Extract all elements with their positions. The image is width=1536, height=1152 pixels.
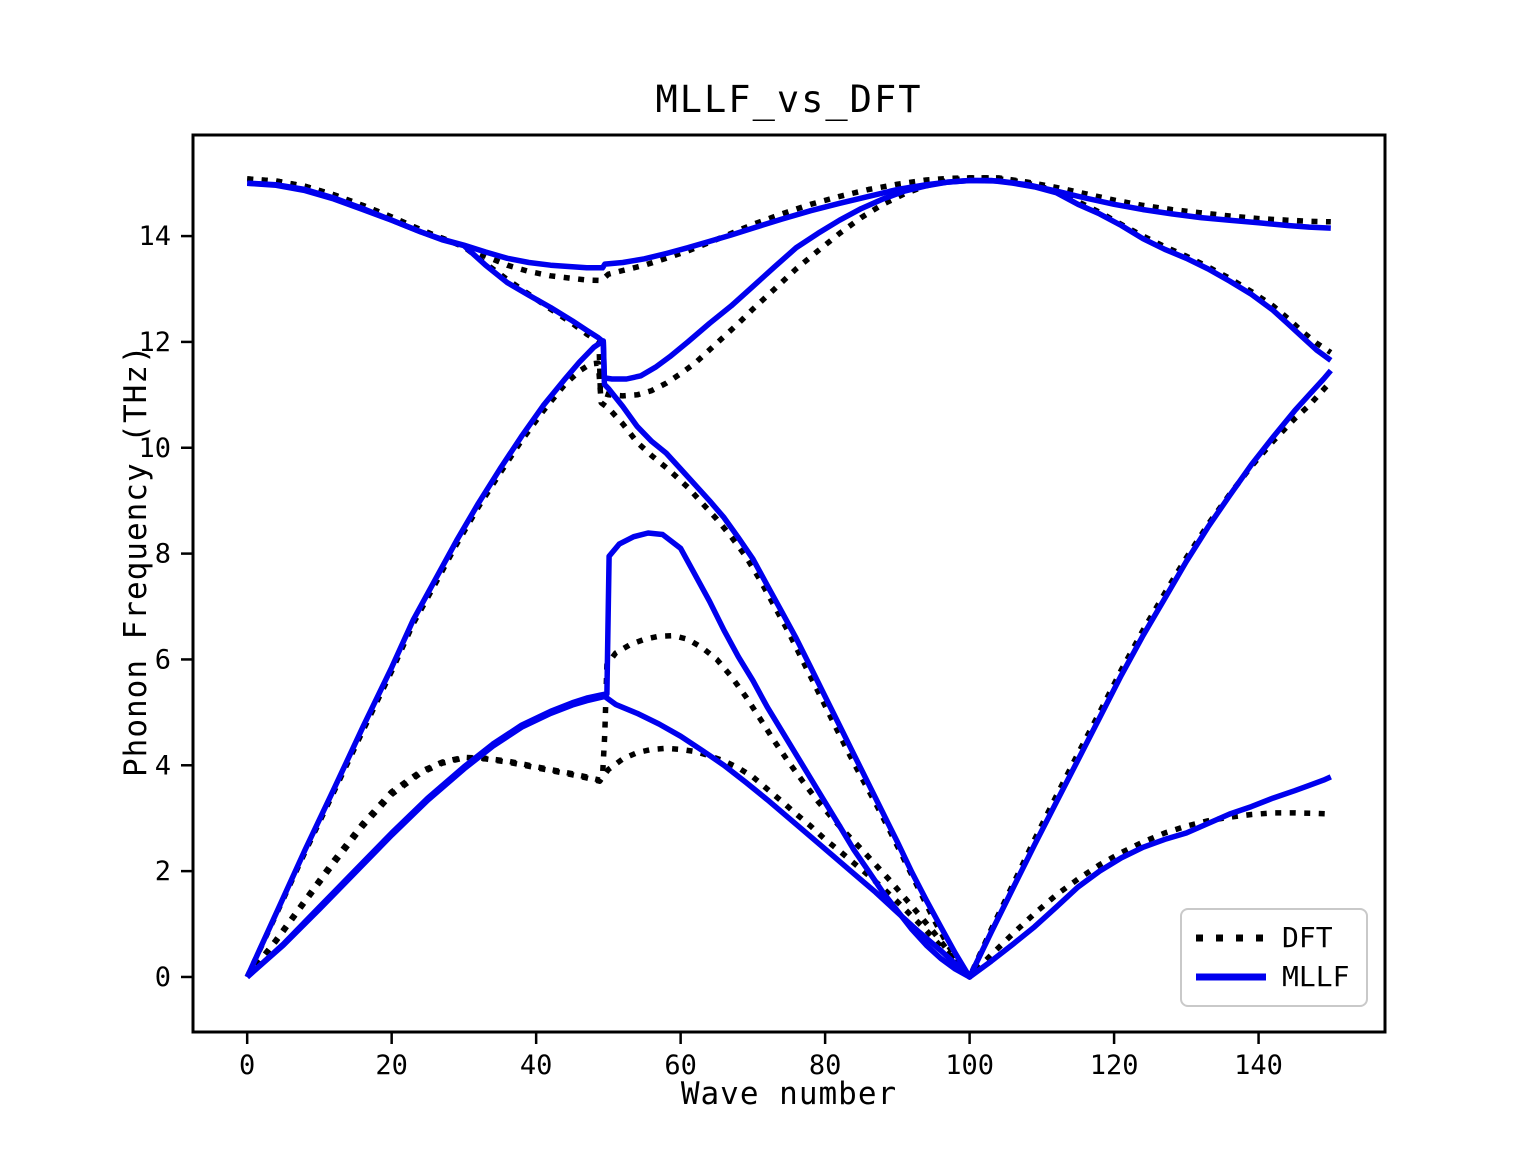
dft-line-sample-icon: [1196, 934, 1266, 942]
y-tick-label: 6: [155, 644, 171, 675]
x-tick-label: 80: [809, 1050, 842, 1081]
legend-label-dft: DFT: [1282, 920, 1333, 954]
curve-dft-ta2: [245, 745, 1331, 980]
axes-frame: [191, 133, 1387, 1034]
curve-mllf-optical-upper: [247, 177, 1331, 271]
x-tick-label: 0: [239, 1050, 255, 1081]
curve-mllf-ta-to-arc: [245, 530, 971, 980]
curve-mllf-ta2: [245, 693, 1332, 980]
y-tick-label: 4: [155, 750, 171, 781]
y-tick-label: 8: [155, 539, 171, 570]
x-tick-label: 140: [1234, 1050, 1283, 1081]
curve-dft-la: [244, 360, 1333, 980]
legend: DFT MLLF: [1180, 908, 1368, 1007]
legend-entry-dft: DFT: [1194, 920, 1354, 954]
x-tick-label: 120: [1090, 1050, 1139, 1081]
x-axis-label: Wave number: [680, 1076, 898, 1112]
y-tick-label: 2: [155, 856, 171, 887]
y-tick-label: 12: [138, 327, 171, 358]
y-tick-label: 10: [138, 433, 171, 464]
chart-title: MLLF_vs_DFT: [655, 78, 923, 121]
mllf-line-sample-icon: [1196, 973, 1266, 981]
x-tick-label: 20: [375, 1050, 408, 1081]
curve-mllf-la: [244, 338, 1333, 980]
legend-entry-mllf: MLLF: [1194, 963, 1354, 991]
x-tick-label: 100: [945, 1050, 994, 1081]
x-tick-label: 40: [520, 1050, 553, 1081]
curve-mllf-optical-lower: [247, 177, 1333, 382]
legend-label-mllf: MLLF: [1282, 960, 1350, 994]
y-tick-label: 14: [138, 221, 171, 252]
y-tick-label: 0: [155, 962, 171, 993]
x-tick-label: 60: [664, 1050, 697, 1081]
